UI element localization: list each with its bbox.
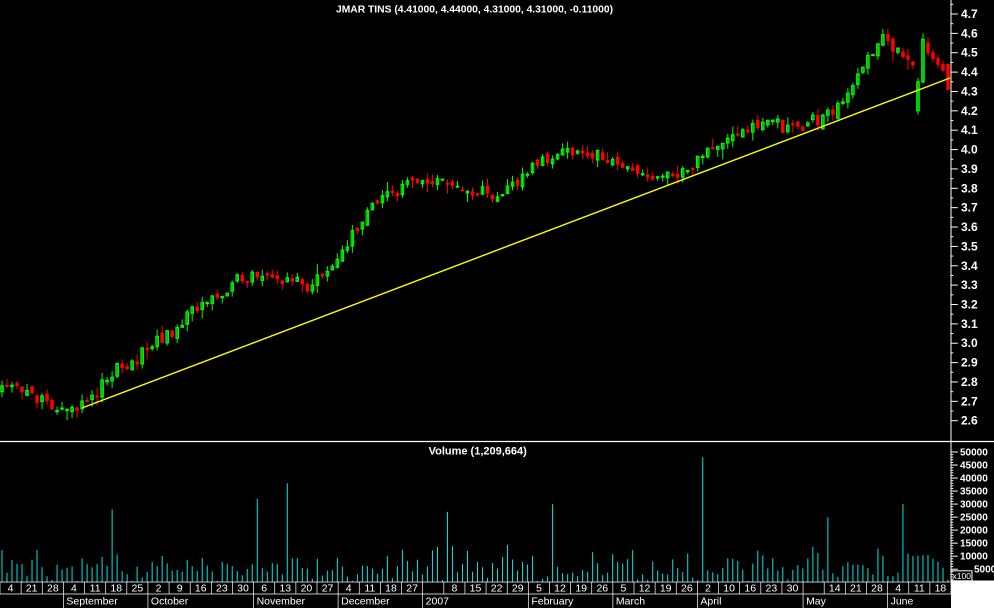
svg-text:4: 4	[895, 583, 901, 595]
svg-text:4.2: 4.2	[961, 104, 978, 118]
svg-text:18: 18	[385, 583, 397, 595]
svg-text:4.3: 4.3	[961, 84, 978, 98]
svg-text:50000: 50000	[960, 448, 988, 459]
svg-text:29: 29	[512, 583, 524, 595]
svg-text:3.1: 3.1	[961, 317, 978, 331]
svg-text:11: 11	[90, 583, 101, 595]
svg-text:March: March	[616, 596, 645, 608]
svg-text:4.6: 4.6	[961, 26, 978, 40]
svg-text:3.2: 3.2	[961, 298, 978, 312]
svg-text:5: 5	[536, 583, 542, 595]
svg-text:x100: x100	[953, 571, 972, 581]
svg-text:5000: 5000	[974, 565, 994, 576]
svg-text:23: 23	[216, 583, 228, 595]
svg-text:5: 5	[621, 583, 627, 595]
svg-text:October: October	[151, 596, 189, 608]
svg-text:4: 4	[71, 583, 77, 595]
svg-text:28: 28	[871, 583, 883, 595]
svg-text:30000: 30000	[960, 500, 988, 511]
svg-text:3.8: 3.8	[961, 181, 978, 195]
svg-text:20: 20	[301, 583, 313, 595]
svg-text:2: 2	[705, 583, 711, 595]
svg-text:September: September	[66, 596, 118, 608]
svg-text:2.7: 2.7	[961, 394, 978, 408]
svg-text:21: 21	[850, 583, 862, 595]
svg-text:11: 11	[364, 583, 375, 595]
svg-text:27: 27	[322, 583, 334, 595]
svg-text:10000: 10000	[960, 552, 988, 563]
svg-text:Volume (1,209,664): Volume (1,209,664)	[429, 446, 528, 458]
svg-text:26: 26	[681, 583, 693, 595]
svg-text:2.6: 2.6	[961, 414, 978, 428]
svg-text:16: 16	[744, 583, 756, 595]
svg-text:3.9: 3.9	[961, 162, 978, 176]
svg-text:May: May	[806, 596, 827, 608]
svg-text:15: 15	[470, 583, 482, 595]
svg-text:20000: 20000	[960, 526, 988, 537]
svg-text:10: 10	[723, 583, 735, 595]
svg-text:15000: 15000	[960, 539, 988, 550]
svg-text:30: 30	[237, 583, 249, 595]
svg-text:4: 4	[346, 583, 352, 595]
svg-text:12: 12	[639, 583, 651, 595]
svg-text:19: 19	[660, 583, 672, 595]
svg-text:JMAR TINS (4.41000, 4.44000, 4: JMAR TINS (4.41000, 4.44000, 4.31000, 4.…	[336, 5, 613, 16]
svg-text:4.0: 4.0	[961, 143, 978, 157]
svg-text:2.8: 2.8	[961, 375, 978, 389]
svg-text:3.5: 3.5	[961, 239, 978, 253]
svg-text:4.4: 4.4	[961, 65, 978, 79]
svg-text:2007: 2007	[426, 596, 450, 608]
svg-text:April: April	[700, 596, 721, 608]
svg-text:28: 28	[47, 583, 59, 595]
svg-text:February: February	[531, 596, 574, 608]
svg-text:8: 8	[451, 583, 457, 595]
svg-text:12: 12	[554, 583, 566, 595]
svg-text:June: June	[891, 596, 914, 608]
svg-text:18: 18	[935, 583, 947, 595]
svg-text:26: 26	[596, 583, 608, 595]
svg-text:35000: 35000	[960, 487, 988, 498]
svg-text:3.6: 3.6	[961, 220, 978, 234]
svg-text:27: 27	[406, 583, 418, 595]
svg-text:November: November	[257, 596, 306, 608]
svg-text:14: 14	[829, 583, 841, 595]
svg-text:16: 16	[195, 583, 207, 595]
svg-text:3.7: 3.7	[961, 201, 978, 215]
svg-text:6: 6	[261, 583, 267, 595]
svg-text:4: 4	[8, 583, 14, 595]
svg-text:2.9: 2.9	[961, 356, 978, 370]
svg-text:4.1: 4.1	[961, 123, 978, 137]
svg-text:45000: 45000	[960, 461, 988, 472]
svg-text:19: 19	[575, 583, 587, 595]
svg-text:3.4: 3.4	[961, 259, 978, 273]
svg-text:2: 2	[156, 583, 162, 595]
svg-text:40000: 40000	[960, 474, 988, 485]
svg-text:3.0: 3.0	[961, 336, 978, 350]
svg-text:11: 11	[914, 583, 925, 595]
svg-text:13: 13	[279, 583, 291, 595]
svg-text:4.7: 4.7	[961, 7, 978, 21]
svg-text:18: 18	[110, 583, 122, 595]
svg-text:December: December	[341, 596, 390, 608]
svg-text:9: 9	[177, 583, 183, 595]
svg-text:30: 30	[787, 583, 799, 595]
svg-text:25000: 25000	[960, 513, 988, 524]
svg-text:22: 22	[491, 583, 503, 595]
svg-text:23: 23	[766, 583, 778, 595]
svg-text:21: 21	[26, 583, 38, 595]
svg-text:3.3: 3.3	[961, 278, 978, 292]
svg-text:4.5: 4.5	[961, 46, 978, 60]
svg-text:25: 25	[132, 583, 144, 595]
